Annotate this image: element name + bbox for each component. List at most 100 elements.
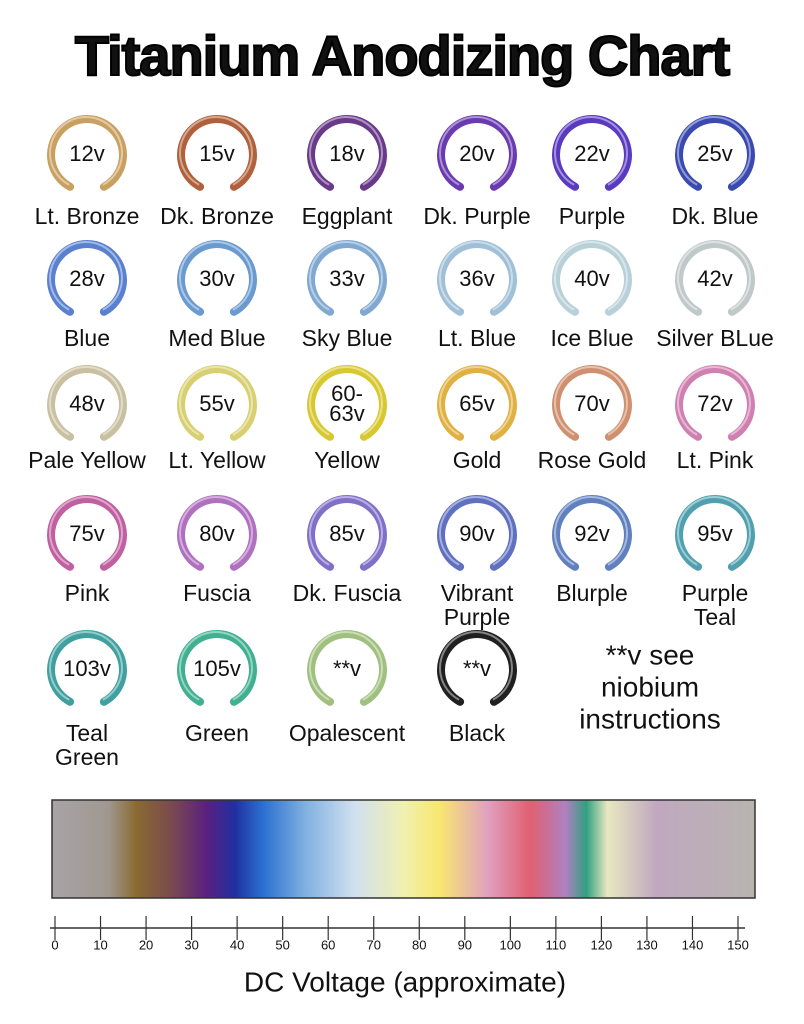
- ring-name: Gold: [453, 447, 502, 473]
- tick-label: 0: [51, 937, 58, 952]
- ring-name: Green: [185, 720, 249, 746]
- ring-voltage: 70v: [574, 391, 609, 416]
- ring: [552, 365, 632, 441]
- ring-name: Opalescent: [289, 720, 406, 746]
- ring-name: Black: [449, 720, 506, 746]
- ring-highlight: [439, 241, 513, 311]
- ring-highlight: [49, 496, 123, 566]
- ring-highlight: [179, 496, 253, 566]
- ring-highlight: [179, 241, 253, 311]
- ring-name: Purple: [559, 203, 625, 229]
- ring: [437, 630, 517, 706]
- ring-name: Teal: [694, 604, 736, 630]
- ring: [437, 115, 517, 191]
- ring-voltage: 36v: [459, 266, 494, 291]
- ring-voltage: 22v: [574, 141, 609, 166]
- ring-name: Silver BLue: [656, 325, 774, 351]
- ring-voltage: 12v: [69, 141, 104, 166]
- ring: [675, 495, 755, 571]
- tick-label: 60: [321, 937, 335, 952]
- ring-highlight: [309, 241, 383, 311]
- ring: [177, 365, 257, 441]
- ring-voltage: 20v: [459, 141, 494, 166]
- ring-name: Dk. Fuscia: [293, 580, 402, 606]
- ring-name: Lt. Blue: [438, 325, 516, 351]
- tick-label: 90: [458, 937, 472, 952]
- tick-label: 30: [184, 937, 198, 952]
- ring-name: Eggplant: [302, 203, 393, 229]
- ring: [177, 240, 257, 316]
- ring: [437, 495, 517, 571]
- ring-highlight: [439, 631, 513, 701]
- ring-voltage: 90v: [459, 521, 494, 546]
- ring: [307, 365, 387, 441]
- ring-highlight: [677, 116, 751, 186]
- ring-highlight: [49, 241, 123, 311]
- ring: [47, 365, 127, 441]
- ring: [307, 115, 387, 191]
- ring-highlight: [439, 366, 513, 436]
- tick-label: 110: [545, 937, 566, 952]
- ring: [437, 240, 517, 316]
- ring-highlight: [677, 241, 751, 311]
- ring-voltage: 42v: [697, 266, 732, 291]
- note: instructions: [579, 703, 721, 734]
- ring-highlight: [554, 496, 628, 566]
- ring-voltage: 63v: [329, 401, 364, 426]
- ring-name: Ice Blue: [550, 325, 633, 351]
- ring-highlight: [49, 366, 123, 436]
- ring-highlight: [309, 116, 383, 186]
- tick-label: 130: [636, 937, 658, 952]
- ring-highlight: [439, 496, 513, 566]
- tick-label: 10: [93, 937, 107, 952]
- ring-name: Dk. Purple: [423, 203, 530, 229]
- ring-voltage: 55v: [199, 391, 234, 416]
- ring-name: Dk. Bronze: [160, 203, 274, 229]
- ring-voltage: 25v: [697, 141, 732, 166]
- ring-voltage: 60-: [331, 381, 363, 406]
- ring-highlight: [677, 496, 751, 566]
- ring-highlight: [439, 116, 513, 186]
- ring-voltage: 105v: [193, 656, 241, 681]
- ring-voltage: 33v: [329, 266, 364, 291]
- ring-voltage: 28v: [69, 266, 104, 291]
- ring-voltage: 95v: [697, 521, 732, 546]
- tick-label: 100: [499, 937, 521, 952]
- ring-name: Purple: [444, 604, 510, 630]
- ring-highlight: [179, 116, 253, 186]
- ring: [47, 240, 127, 316]
- ring-name: Green: [55, 744, 119, 770]
- ring-voltage: 75v: [69, 521, 104, 546]
- ring-name: Lt. Pink: [677, 447, 754, 473]
- ring-voltage: 40v: [574, 266, 609, 291]
- ring-name: Blue: [64, 325, 110, 351]
- ring: [177, 495, 257, 571]
- ring: [552, 495, 632, 571]
- ring: [177, 115, 257, 191]
- ring: [675, 365, 755, 441]
- ring-voltage: 18v: [329, 141, 364, 166]
- ring-name: Rose Gold: [538, 447, 647, 473]
- ring: [437, 365, 517, 441]
- note: **v see: [606, 639, 695, 670]
- tick-label: 50: [275, 937, 289, 952]
- ring-voltage: 80v: [199, 521, 234, 546]
- tick-label: 40: [230, 937, 244, 952]
- ring-name: Dk. Blue: [672, 203, 759, 229]
- tick-label: 120: [591, 937, 613, 952]
- ring-voltage: 72v: [697, 391, 732, 416]
- tick-label: 20: [139, 937, 153, 952]
- ring: [675, 115, 755, 191]
- ring: [177, 630, 257, 706]
- ring-name: Lt. Bronze: [35, 203, 140, 229]
- ring-voltage: 48v: [69, 391, 104, 416]
- ring-voltage: 85v: [329, 521, 364, 546]
- ring-name: Pink: [65, 580, 110, 606]
- ring-voltage: **v: [463, 656, 491, 681]
- ring-highlight: [554, 241, 628, 311]
- voltage-spectrum: [51, 799, 756, 899]
- tick-label: 140: [682, 937, 704, 952]
- ring-voltage: **v: [333, 656, 361, 681]
- tick-label: 70: [366, 937, 380, 952]
